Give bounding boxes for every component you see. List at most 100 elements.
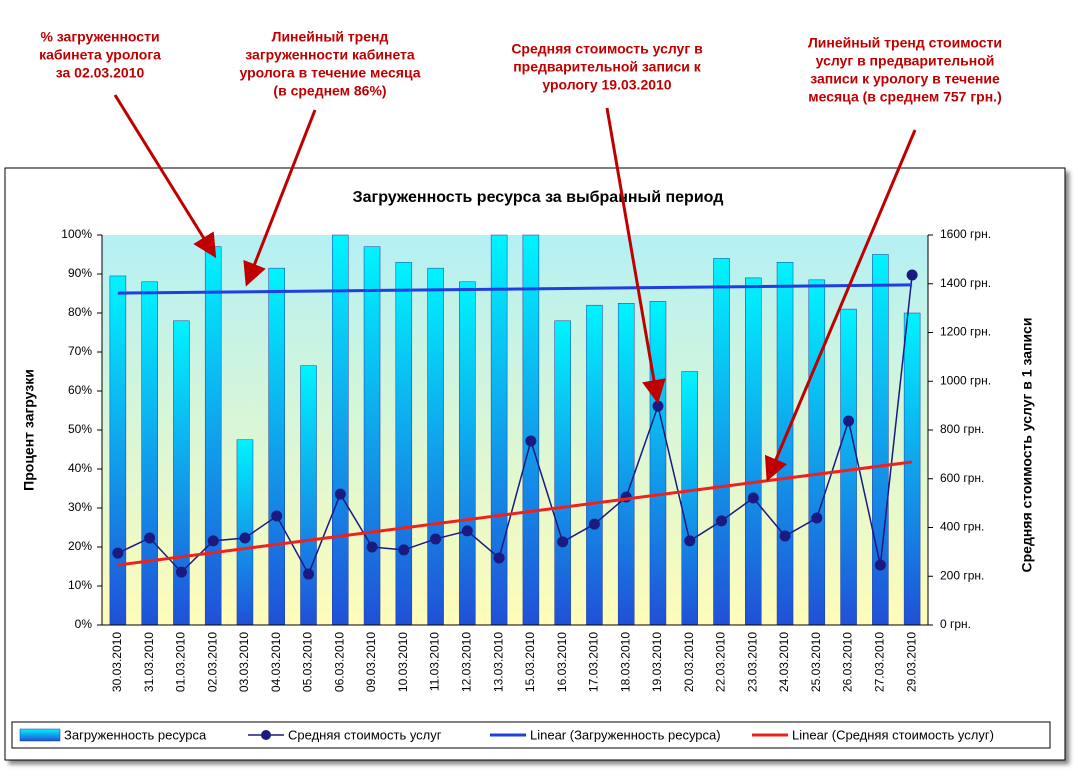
x-tick-label: 20.03.2010 — [682, 632, 696, 692]
line-marker — [843, 415, 855, 427]
bar — [427, 267, 444, 626]
bar — [236, 439, 254, 626]
annotation: Линейный тренд — [272, 29, 389, 45]
x-tick-label: 11.03.2010 — [428, 632, 442, 691]
bar — [141, 281, 158, 626]
annotation: загруженности кабинета — [245, 47, 415, 63]
line-marker — [747, 492, 759, 504]
y-tick-label: 90% — [68, 266, 92, 280]
annotation: кабинета уролога — [39, 47, 161, 63]
bar — [268, 267, 285, 626]
legend-label: Linear (Средняя стоимость услуг) — [792, 727, 994, 742]
line-marker — [716, 515, 727, 527]
y2-tick-label: 400 грн. — [940, 520, 984, 534]
bar — [903, 312, 921, 626]
annotation: уролога в течение месяца — [239, 65, 420, 81]
y2-tick-label: 600 грн. — [940, 471, 984, 485]
y-tick-label: 80% — [68, 305, 92, 319]
bar — [300, 365, 317, 626]
bar — [173, 320, 190, 626]
line-marker — [239, 532, 251, 544]
x-tick-label: 09.03.2010 — [364, 632, 378, 692]
x-tick-label: 24.03.2010 — [777, 632, 791, 692]
bar — [109, 275, 127, 626]
bar — [586, 304, 603, 626]
bar — [840, 308, 857, 626]
y-tick-label: 20% — [68, 539, 92, 553]
line-series — [117, 274, 913, 576]
annotation: месяца (в среднем 757 грн.) — [808, 89, 1001, 105]
line-marker — [175, 566, 187, 578]
bar — [395, 262, 413, 626]
bar — [681, 371, 698, 626]
x-tick-label: 04.03.2010 — [269, 632, 283, 692]
line-marker — [366, 541, 378, 553]
line-marker — [779, 530, 791, 542]
line-marker — [303, 568, 314, 580]
x-tick-label: 03.03.2010 — [237, 632, 251, 692]
annotation: урологу 19.03.2010 — [542, 77, 671, 93]
bar — [204, 246, 222, 626]
line-marker — [557, 536, 569, 548]
annotation: услуг в предварительной — [816, 53, 995, 69]
line-marker — [493, 552, 505, 564]
x-tick-label: 30.03.2010 — [110, 632, 124, 692]
annotation: (в среднем 86%) — [273, 83, 386, 99]
x-tick-label: 16.03.2010 — [555, 632, 569, 692]
x-tick-label: 31.03.2010 — [142, 632, 156, 692]
legend-label: Загруженность ресурса — [64, 727, 207, 742]
bar — [713, 258, 730, 626]
line-marker — [398, 544, 410, 556]
bar — [649, 301, 667, 626]
y2-tick-label: 1200 грн. — [940, 325, 991, 339]
x-tick-label: 15.03.2010 — [523, 632, 537, 692]
y-tick-label: 0% — [75, 617, 93, 631]
bar — [554, 320, 571, 626]
legend-marker — [261, 730, 271, 740]
line-marker — [430, 533, 442, 545]
annotation-arrow — [605, 107, 666, 404]
line-marker — [207, 535, 219, 547]
trend-line — [117, 283, 913, 295]
y2-tick-label: 800 грн. — [940, 422, 984, 436]
line-marker — [906, 269, 918, 281]
annotation: Линейный тренд стоимости — [808, 35, 1002, 51]
legend-label: Средняя стоимость услуг — [288, 727, 442, 742]
bar — [459, 281, 476, 626]
x-tick-label: 22.03.2010 — [714, 632, 728, 692]
y2-tick-label: 200 грн. — [940, 568, 984, 582]
y2-tick-label: 1400 грн. — [940, 276, 991, 290]
x-tick-label: 23.03.2010 — [745, 632, 759, 692]
x-tick-label: 18.03.2010 — [618, 632, 632, 692]
y2-tick-label: 0 грн. — [940, 617, 971, 631]
x-tick-label: 29.03.2010 — [904, 632, 918, 692]
line-marker — [652, 400, 664, 412]
legend-label: Linear (Загруженность ресурса) — [530, 727, 721, 742]
annotation-arrow — [764, 129, 917, 482]
x-tick-label: 13.03.2010 — [491, 632, 505, 692]
plot-layer: 0% 10% 20% 30% 40% 50% 60% 70% 80% 90% 100% 0 грн. 2… — [61, 227, 991, 692]
y-tick-label: 70% — [68, 344, 92, 358]
y-axis-title: Процент загрузки — [21, 369, 37, 491]
bar — [363, 246, 381, 626]
line-marker — [588, 518, 600, 530]
y-tick-label: 10% — [68, 578, 92, 592]
bar — [808, 279, 826, 626]
x-tick-label: 06.03.2010 — [332, 632, 346, 692]
annotation: % загруженности — [40, 29, 159, 45]
chart-title: Загруженность ресурса за выбранный перио… — [353, 189, 724, 206]
x-tick-label: 01.03.2010 — [174, 632, 188, 692]
y2-tick-label: 1600 грн. — [940, 227, 991, 241]
line-marker — [271, 510, 283, 522]
line-marker — [334, 488, 346, 500]
x-tick-label: 19.03.2010 — [650, 632, 664, 692]
line-marker — [874, 559, 886, 571]
line-marker — [144, 532, 156, 544]
y-tick-label: 40% — [68, 461, 92, 475]
x-tick-label: 26.03.2010 — [841, 632, 855, 692]
y-tick-label: 60% — [68, 383, 92, 397]
y-tick-label: 50% — [68, 422, 92, 436]
annotation-arrow — [243, 109, 317, 287]
annotation: записи к урологу в течение — [810, 71, 1000, 87]
